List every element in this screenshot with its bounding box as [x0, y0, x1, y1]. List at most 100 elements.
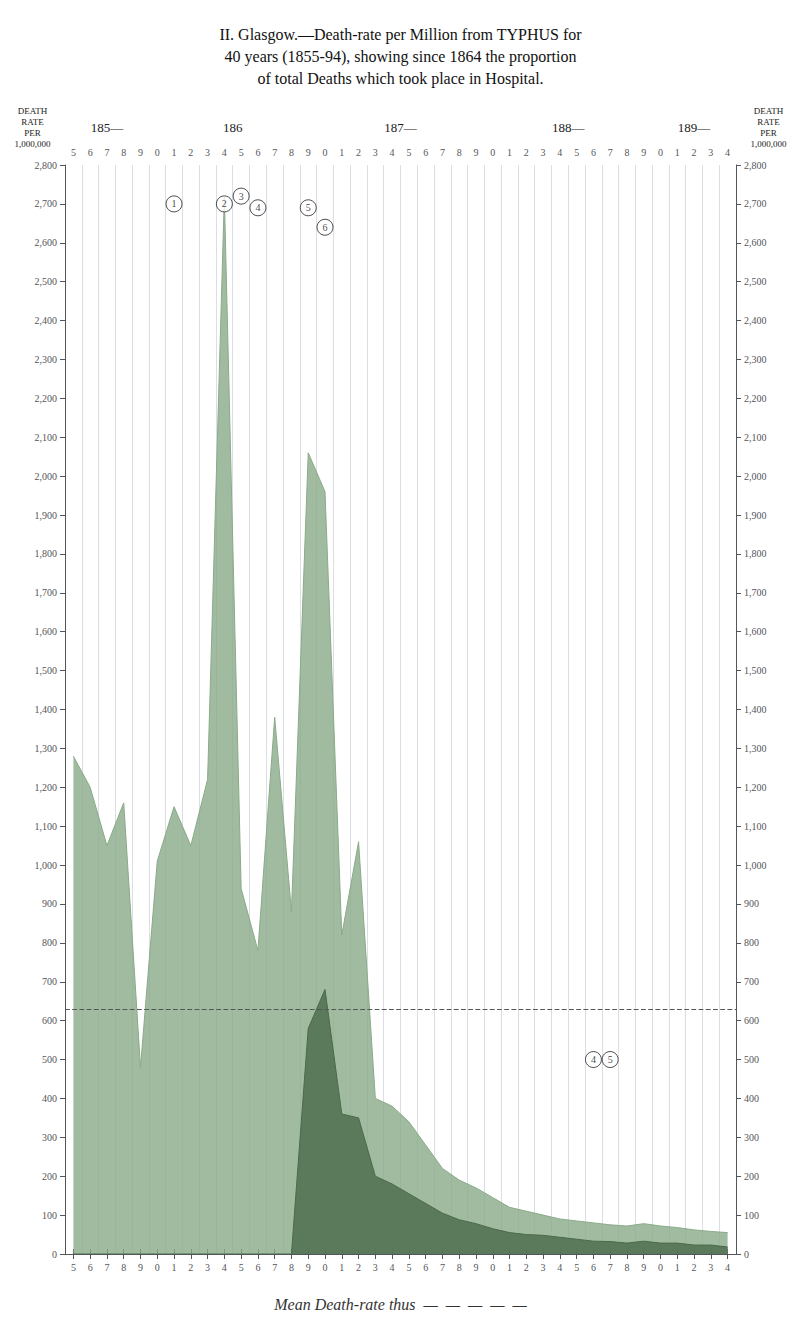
svg-text:7: 7	[272, 147, 277, 158]
svg-text:II. Glasgow.—Death-rate per Mi: II. Glasgow.—Death-rate per Million from…	[219, 26, 582, 44]
svg-text:7: 7	[272, 1262, 277, 1273]
svg-text:1,400: 1,400	[744, 704, 767, 715]
svg-text:2: 2	[356, 147, 361, 158]
svg-text:1: 1	[172, 1262, 177, 1273]
svg-text:800: 800	[42, 937, 57, 948]
svg-text:0: 0	[323, 1262, 328, 1273]
svg-text:3: 3	[239, 191, 244, 202]
svg-text:7: 7	[104, 147, 109, 158]
svg-text:6: 6	[255, 147, 260, 158]
svg-text:5: 5	[239, 147, 244, 158]
svg-text:4: 4	[390, 147, 395, 158]
svg-text:8: 8	[457, 1262, 462, 1273]
svg-text:2: 2	[188, 147, 193, 158]
svg-text:1,000,000: 1,000,000	[751, 139, 788, 149]
svg-text:1: 1	[172, 147, 177, 158]
svg-text:4: 4	[725, 147, 730, 158]
svg-text:8: 8	[624, 147, 629, 158]
svg-text:8: 8	[289, 1262, 294, 1273]
svg-text:100: 100	[42, 1210, 57, 1221]
svg-text:3: 3	[373, 1262, 378, 1273]
svg-text:300: 300	[744, 1132, 759, 1143]
svg-text:900: 900	[42, 898, 57, 909]
svg-text:700: 700	[42, 976, 57, 987]
svg-text:1,300: 1,300	[744, 743, 767, 754]
svg-text:186: 186	[223, 120, 243, 135]
svg-text:40 years (1855-94), showing si: 40 years (1855-94), showing since 1864 t…	[225, 48, 577, 66]
svg-text:1,000: 1,000	[744, 860, 767, 871]
svg-text:500: 500	[42, 1054, 57, 1065]
svg-text:6: 6	[88, 1262, 93, 1273]
svg-text:7: 7	[104, 1262, 109, 1273]
svg-text:4: 4	[390, 1262, 395, 1273]
svg-text:PER: PER	[24, 128, 41, 138]
svg-text:9: 9	[138, 1262, 143, 1273]
svg-text:9: 9	[138, 147, 143, 158]
svg-text:0: 0	[490, 1262, 495, 1273]
svg-text:2,400: 2,400	[744, 315, 767, 326]
svg-text:7: 7	[608, 1262, 613, 1273]
svg-text:Mean Death-rate thus — — —: Mean Death-rate thus — — — — —	[273, 1296, 527, 1313]
svg-text:1,700: 1,700	[744, 587, 767, 598]
svg-text:2: 2	[188, 1262, 193, 1273]
svg-text:RATE: RATE	[21, 117, 44, 127]
svg-text:1: 1	[339, 1262, 344, 1273]
svg-text:2,500: 2,500	[744, 276, 767, 287]
svg-text:8: 8	[457, 147, 462, 158]
svg-text:900: 900	[744, 898, 759, 909]
svg-text:DEATH: DEATH	[754, 106, 784, 116]
svg-text:0: 0	[155, 1262, 160, 1273]
svg-text:185—: 185—	[91, 120, 125, 135]
svg-text:4: 4	[591, 1054, 596, 1065]
svg-text:7: 7	[440, 147, 445, 158]
svg-text:200: 200	[744, 1171, 759, 1182]
svg-text:5: 5	[574, 147, 579, 158]
svg-text:4: 4	[255, 202, 260, 213]
svg-text:3: 3	[541, 147, 546, 158]
svg-text:1,000: 1,000	[35, 860, 58, 871]
svg-text:6: 6	[423, 1262, 428, 1273]
svg-text:2,800: 2,800	[35, 160, 58, 171]
svg-text:1,800: 1,800	[744, 548, 767, 559]
svg-text:1: 1	[172, 198, 177, 209]
svg-text:2,700: 2,700	[35, 198, 58, 209]
svg-text:2: 2	[524, 147, 529, 158]
svg-text:3: 3	[541, 1262, 546, 1273]
svg-text:200: 200	[42, 1171, 57, 1182]
svg-text:189—: 189—	[678, 120, 712, 135]
svg-text:DEATH: DEATH	[18, 106, 48, 116]
svg-text:2,400: 2,400	[35, 315, 58, 326]
svg-text:0: 0	[658, 1262, 663, 1273]
svg-text:3: 3	[205, 1262, 210, 1273]
svg-text:5: 5	[406, 147, 411, 158]
svg-text:1,500: 1,500	[35, 665, 58, 676]
svg-text:1: 1	[507, 1262, 512, 1273]
svg-text:5: 5	[71, 1262, 76, 1273]
svg-text:2: 2	[524, 1262, 529, 1273]
svg-text:2,700: 2,700	[744, 198, 767, 209]
svg-text:400: 400	[744, 1093, 759, 1104]
svg-text:4: 4	[725, 1262, 730, 1273]
svg-text:100: 100	[744, 1210, 759, 1221]
svg-text:2: 2	[356, 1262, 361, 1273]
svg-text:2,100: 2,100	[744, 432, 767, 443]
svg-text:1,600: 1,600	[744, 626, 767, 637]
svg-text:2,000: 2,000	[744, 471, 767, 482]
svg-text:8: 8	[624, 1262, 629, 1273]
svg-text:5: 5	[71, 147, 76, 158]
svg-text:2: 2	[692, 1262, 697, 1273]
svg-text:4: 4	[222, 147, 227, 158]
svg-text:1,400: 1,400	[35, 704, 58, 715]
svg-text:3: 3	[708, 147, 713, 158]
svg-text:PER: PER	[760, 128, 777, 138]
svg-text:5: 5	[574, 1262, 579, 1273]
svg-text:1,200: 1,200	[35, 782, 58, 793]
svg-text:0: 0	[155, 147, 160, 158]
svg-text:9: 9	[641, 1262, 646, 1273]
svg-text:6: 6	[591, 147, 596, 158]
svg-text:9: 9	[473, 147, 478, 158]
svg-text:1,200: 1,200	[744, 782, 767, 793]
svg-text:2,300: 2,300	[35, 354, 58, 365]
svg-text:9: 9	[306, 147, 311, 158]
svg-text:1,100: 1,100	[744, 821, 767, 832]
